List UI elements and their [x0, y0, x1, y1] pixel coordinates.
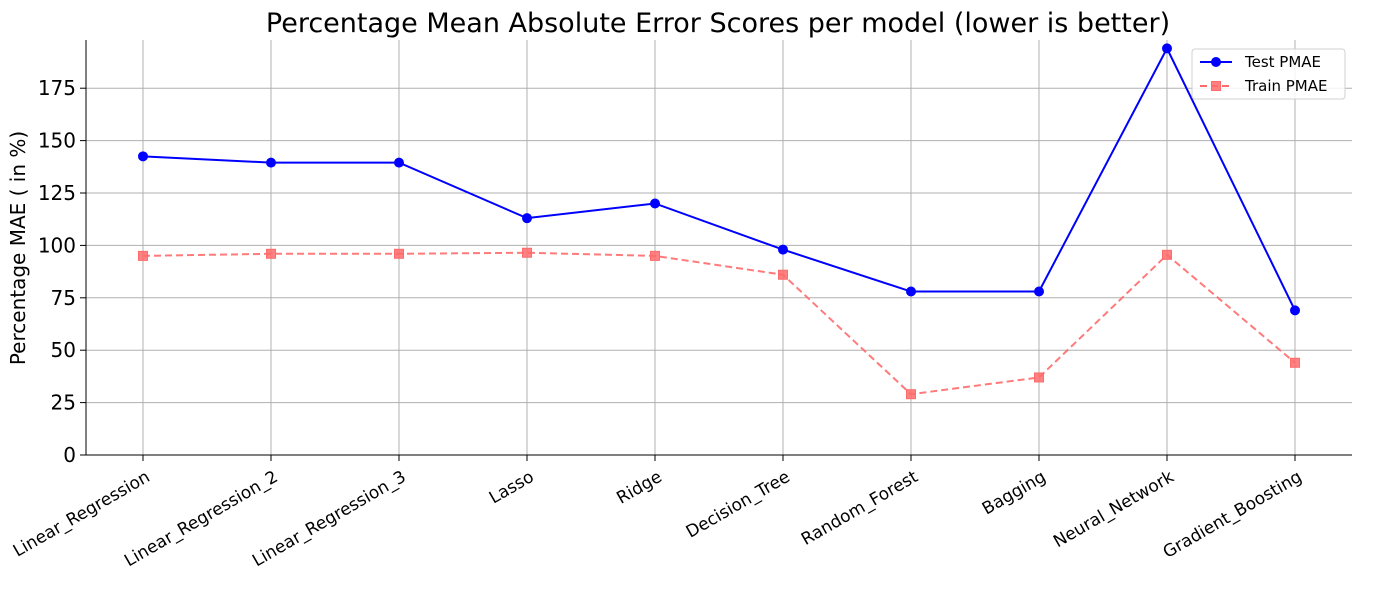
data-point — [522, 247, 532, 258]
x-tick-label: Bagging — [979, 467, 1050, 519]
grid — [86, 40, 1352, 456]
y-tick-label: 0 — [63, 443, 76, 467]
data-point — [650, 250, 660, 261]
data-point — [1162, 249, 1172, 260]
x-tick-label: Gradient_Boosting — [1160, 467, 1306, 563]
data-point — [1290, 305, 1300, 316]
x-tick-label: Decision_Tree — [683, 467, 794, 542]
y-tick-label: 75 — [51, 286, 76, 310]
x-tick-label: Neural_Network — [1050, 467, 1178, 552]
legend: Test PMAE Train PMAE — [1191, 48, 1346, 100]
data-point — [1034, 286, 1044, 297]
series-line-0 — [142, 46, 1296, 311]
data-point — [906, 389, 916, 400]
y-tick-label: 100 — [38, 233, 76, 257]
data-point — [394, 248, 404, 259]
x-tick-label: Random_Forest — [798, 467, 922, 550]
y-tick-label: 125 — [38, 181, 76, 205]
data-point — [778, 244, 788, 255]
series-layer — [138, 43, 1300, 400]
data-point — [1034, 372, 1044, 383]
chart-title: Percentage Mean Absolute Error Scores pe… — [266, 8, 1170, 39]
x-ticks: Linear_RegressionLinear_Regression_2Line… — [10, 455, 1306, 571]
y-axis-label: Percentage MAE ( in %) — [6, 131, 30, 365]
data-point — [138, 151, 148, 162]
legend-marker — [1211, 81, 1221, 91]
x-tick-label: Lasso — [486, 467, 538, 508]
legend-label: Test PMAE — [1244, 53, 1321, 71]
data-point — [522, 213, 532, 224]
data-point — [394, 157, 404, 168]
x-tick-label: Ridge — [613, 467, 665, 509]
y-tick-label: 50 — [51, 338, 76, 362]
axes — [85, 40, 1352, 456]
data-point — [1162, 43, 1172, 54]
data-point — [650, 198, 660, 209]
legend-marker — [1211, 57, 1221, 67]
y-tick-label: 25 — [51, 391, 76, 415]
y-tick-label: 150 — [38, 129, 76, 153]
data-point — [138, 250, 148, 261]
data-point — [1290, 357, 1300, 368]
data-point — [266, 248, 276, 259]
y-ticks: 0 25 50 75 100 125 150 175 — [38, 76, 86, 467]
series-line-1 — [142, 251, 1296, 396]
legend-label: Train PMAE — [1244, 77, 1328, 95]
data-point — [778, 269, 788, 280]
y-tick-label: 175 — [38, 76, 76, 100]
data-point — [266, 157, 276, 168]
data-point — [906, 286, 916, 297]
